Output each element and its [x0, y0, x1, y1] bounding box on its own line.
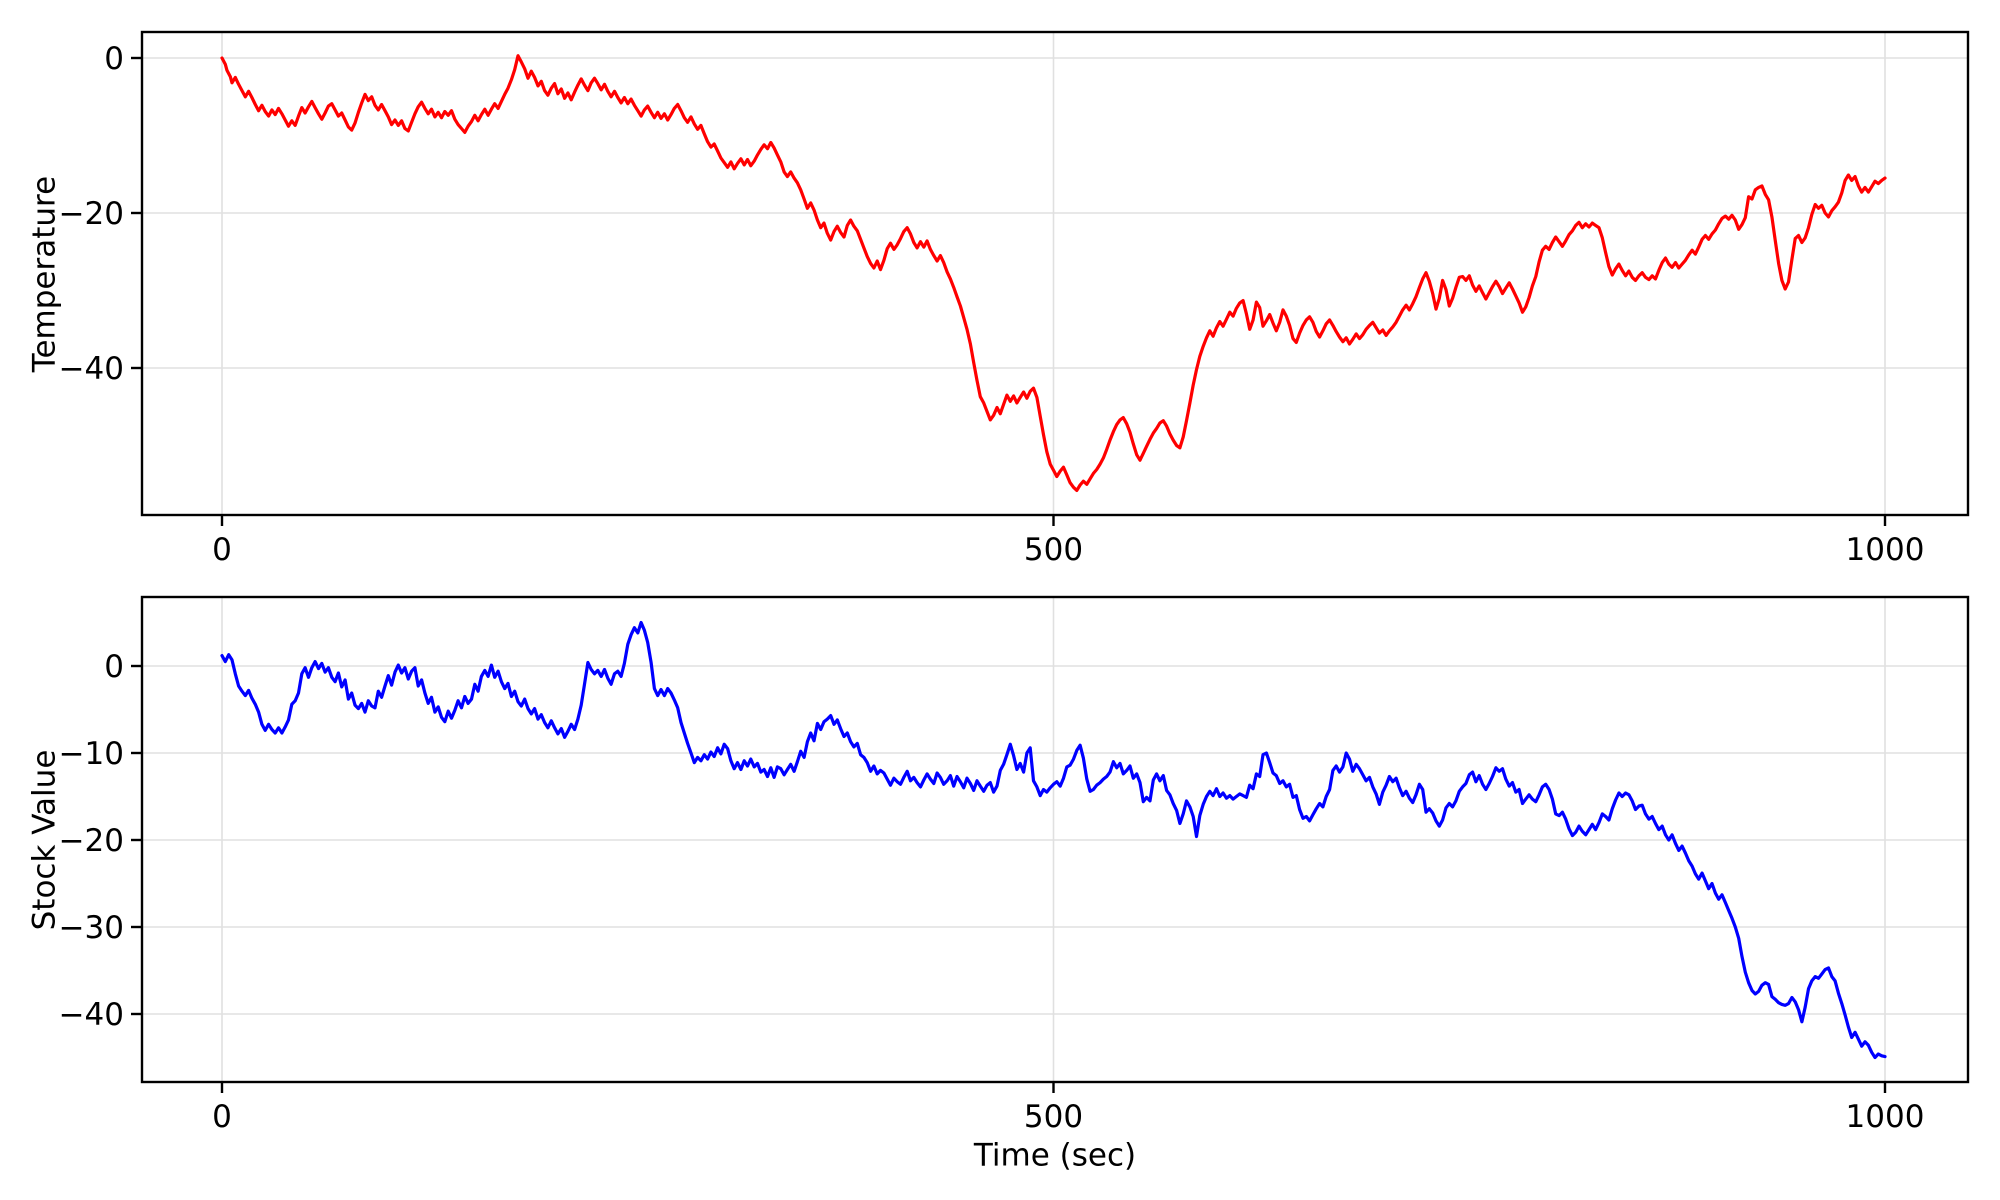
- temperature-chart: 0 500 1000 0 −20 −40: [59, 30, 1970, 568]
- y-tick-label: −20: [59, 823, 124, 859]
- y-tick-label: 0: [104, 41, 124, 77]
- y-tick-label: −40: [59, 351, 124, 387]
- time-x-axis-label: Time (sec): [973, 1137, 1137, 1174]
- x-tick-label: 500: [1024, 532, 1083, 568]
- y-tick-label: −20: [59, 196, 124, 232]
- y-tick-label: −30: [59, 910, 124, 946]
- temperature-series-line: [220, 54, 1887, 492]
- stock-value-y-axis-label: Stock Value: [26, 749, 63, 931]
- y-tick-label: −40: [59, 997, 124, 1033]
- stock-value-series-line: [220, 620, 1887, 1060]
- y-tick-label: 0: [104, 649, 124, 685]
- temperature-y-axis-label: Temperature: [26, 175, 63, 373]
- x-tick-label: 1000: [1846, 1099, 1925, 1135]
- x-tick-label: 1000: [1846, 532, 1925, 568]
- plot-border: [140, 30, 1970, 517]
- stock-value-chart: 0 500 1000 0 −10 −20 −30 −40: [59, 595, 1970, 1135]
- x-tick-label: 500: [1024, 1099, 1083, 1135]
- x-tick-label: 0: [212, 1099, 232, 1135]
- y-tick-label: −10: [59, 736, 124, 772]
- x-tick-label: 0: [212, 532, 232, 568]
